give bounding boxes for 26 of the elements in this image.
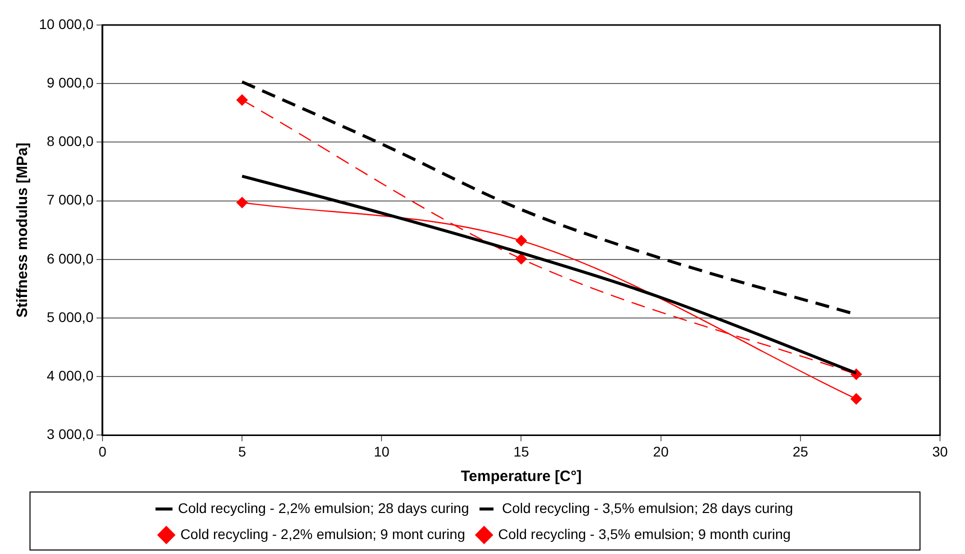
legend-label: Cold recycling - 2,2% emulsion; 9 mont curing [180, 526, 466, 542]
x-tick-label: 0 [98, 443, 107, 460]
x-axis-title: Temperature [C°] [460, 468, 582, 486]
legend-label: Cold recycling - 3,5% emulsion; 9 month curing [498, 526, 791, 542]
x-tick-label: 15 [513, 443, 530, 460]
point [516, 235, 527, 246]
y-tick-label: 10 000,0 [38, 16, 94, 32]
y-tick-label: 5 000,0 [46, 308, 94, 325]
point [236, 196, 248, 208]
point [850, 393, 862, 404]
x-tick-label: 25 [792, 443, 808, 460]
legend-label: Cold recycling - 3,5% emulsion; 28 days curing [502, 500, 794, 516]
legend-label: Cold recycling - 2,2% emulsion; 28 days curing [178, 500, 470, 516]
y-tick-label: 9 000,0 [46, 74, 94, 90]
point [516, 253, 527, 264]
x-tick-label: 20 [653, 443, 669, 460]
x-tick-label: 30 [932, 443, 948, 460]
y-tick-label: 3 000,0 [46, 426, 94, 442]
y-tick-label: 7 000,0 [46, 192, 94, 208]
y-axis-title: Stiffness modulus [MPa] [14, 142, 32, 318]
point [236, 94, 248, 106]
y-tick-label: 6 000,0 [46, 250, 94, 266]
x-tick-label: 10 [374, 443, 390, 460]
y-tick-label: 8 000,0 [46, 133, 94, 150]
x-tick-label: 5 [238, 443, 246, 460]
y-tick-label: 4 000,0 [46, 367, 94, 384]
